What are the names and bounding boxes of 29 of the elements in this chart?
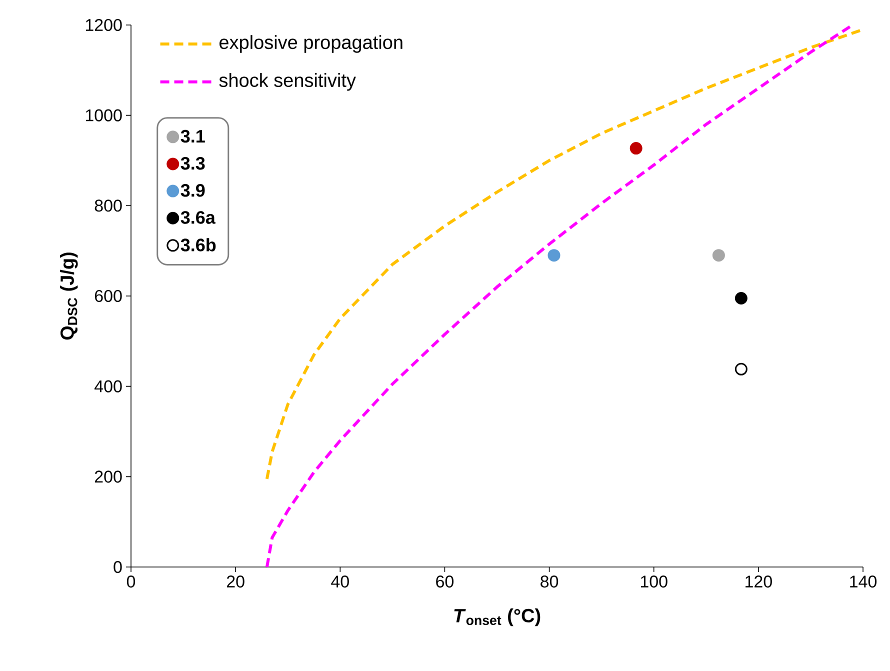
legend-label: 3.6b: [180, 238, 216, 252]
legend-label: explosive propagation: [220, 35, 402, 53]
point: [712, 249, 725, 262]
x-tick-label: 100: [640, 576, 668, 588]
y-tick-label: 600: [94, 290, 122, 302]
y-tick-label: 800: [94, 200, 122, 212]
legend-label: 3.1: [180, 130, 205, 143]
legend-label: shock sensitivity: [219, 73, 356, 91]
x-axis-title: T$_{onset}$ (°C): [454, 608, 540, 626]
y-tick-label: 400: [94, 380, 122, 392]
y-tick-label: 0: [114, 560, 122, 574]
point: [734, 362, 748, 376]
y-tick-label: 1200: [86, 18, 122, 32]
y-axis-title: Q$_{DSC}$ (J/g): [60, 252, 78, 340]
x-tick-label: 60: [436, 576, 454, 588]
point: [630, 142, 642, 155]
legend-label: 3.9: [180, 184, 205, 197]
x-tick-label: 0: [126, 576, 136, 588]
legend-label: 3.3: [180, 156, 205, 170]
y-tick-label: 200: [94, 470, 122, 483]
x-tick-label: 20: [226, 576, 244, 588]
point: [734, 292, 748, 305]
x-tick-label: 80: [540, 576, 558, 588]
y-tick-label: 1000: [86, 109, 122, 122]
x-tick-label: 40: [331, 576, 349, 588]
x-tick-label: 120: [746, 576, 772, 588]
x-tick-label: 140: [850, 576, 877, 588]
point: [548, 249, 560, 262]
legend-label: 3.6a: [180, 211, 216, 224]
